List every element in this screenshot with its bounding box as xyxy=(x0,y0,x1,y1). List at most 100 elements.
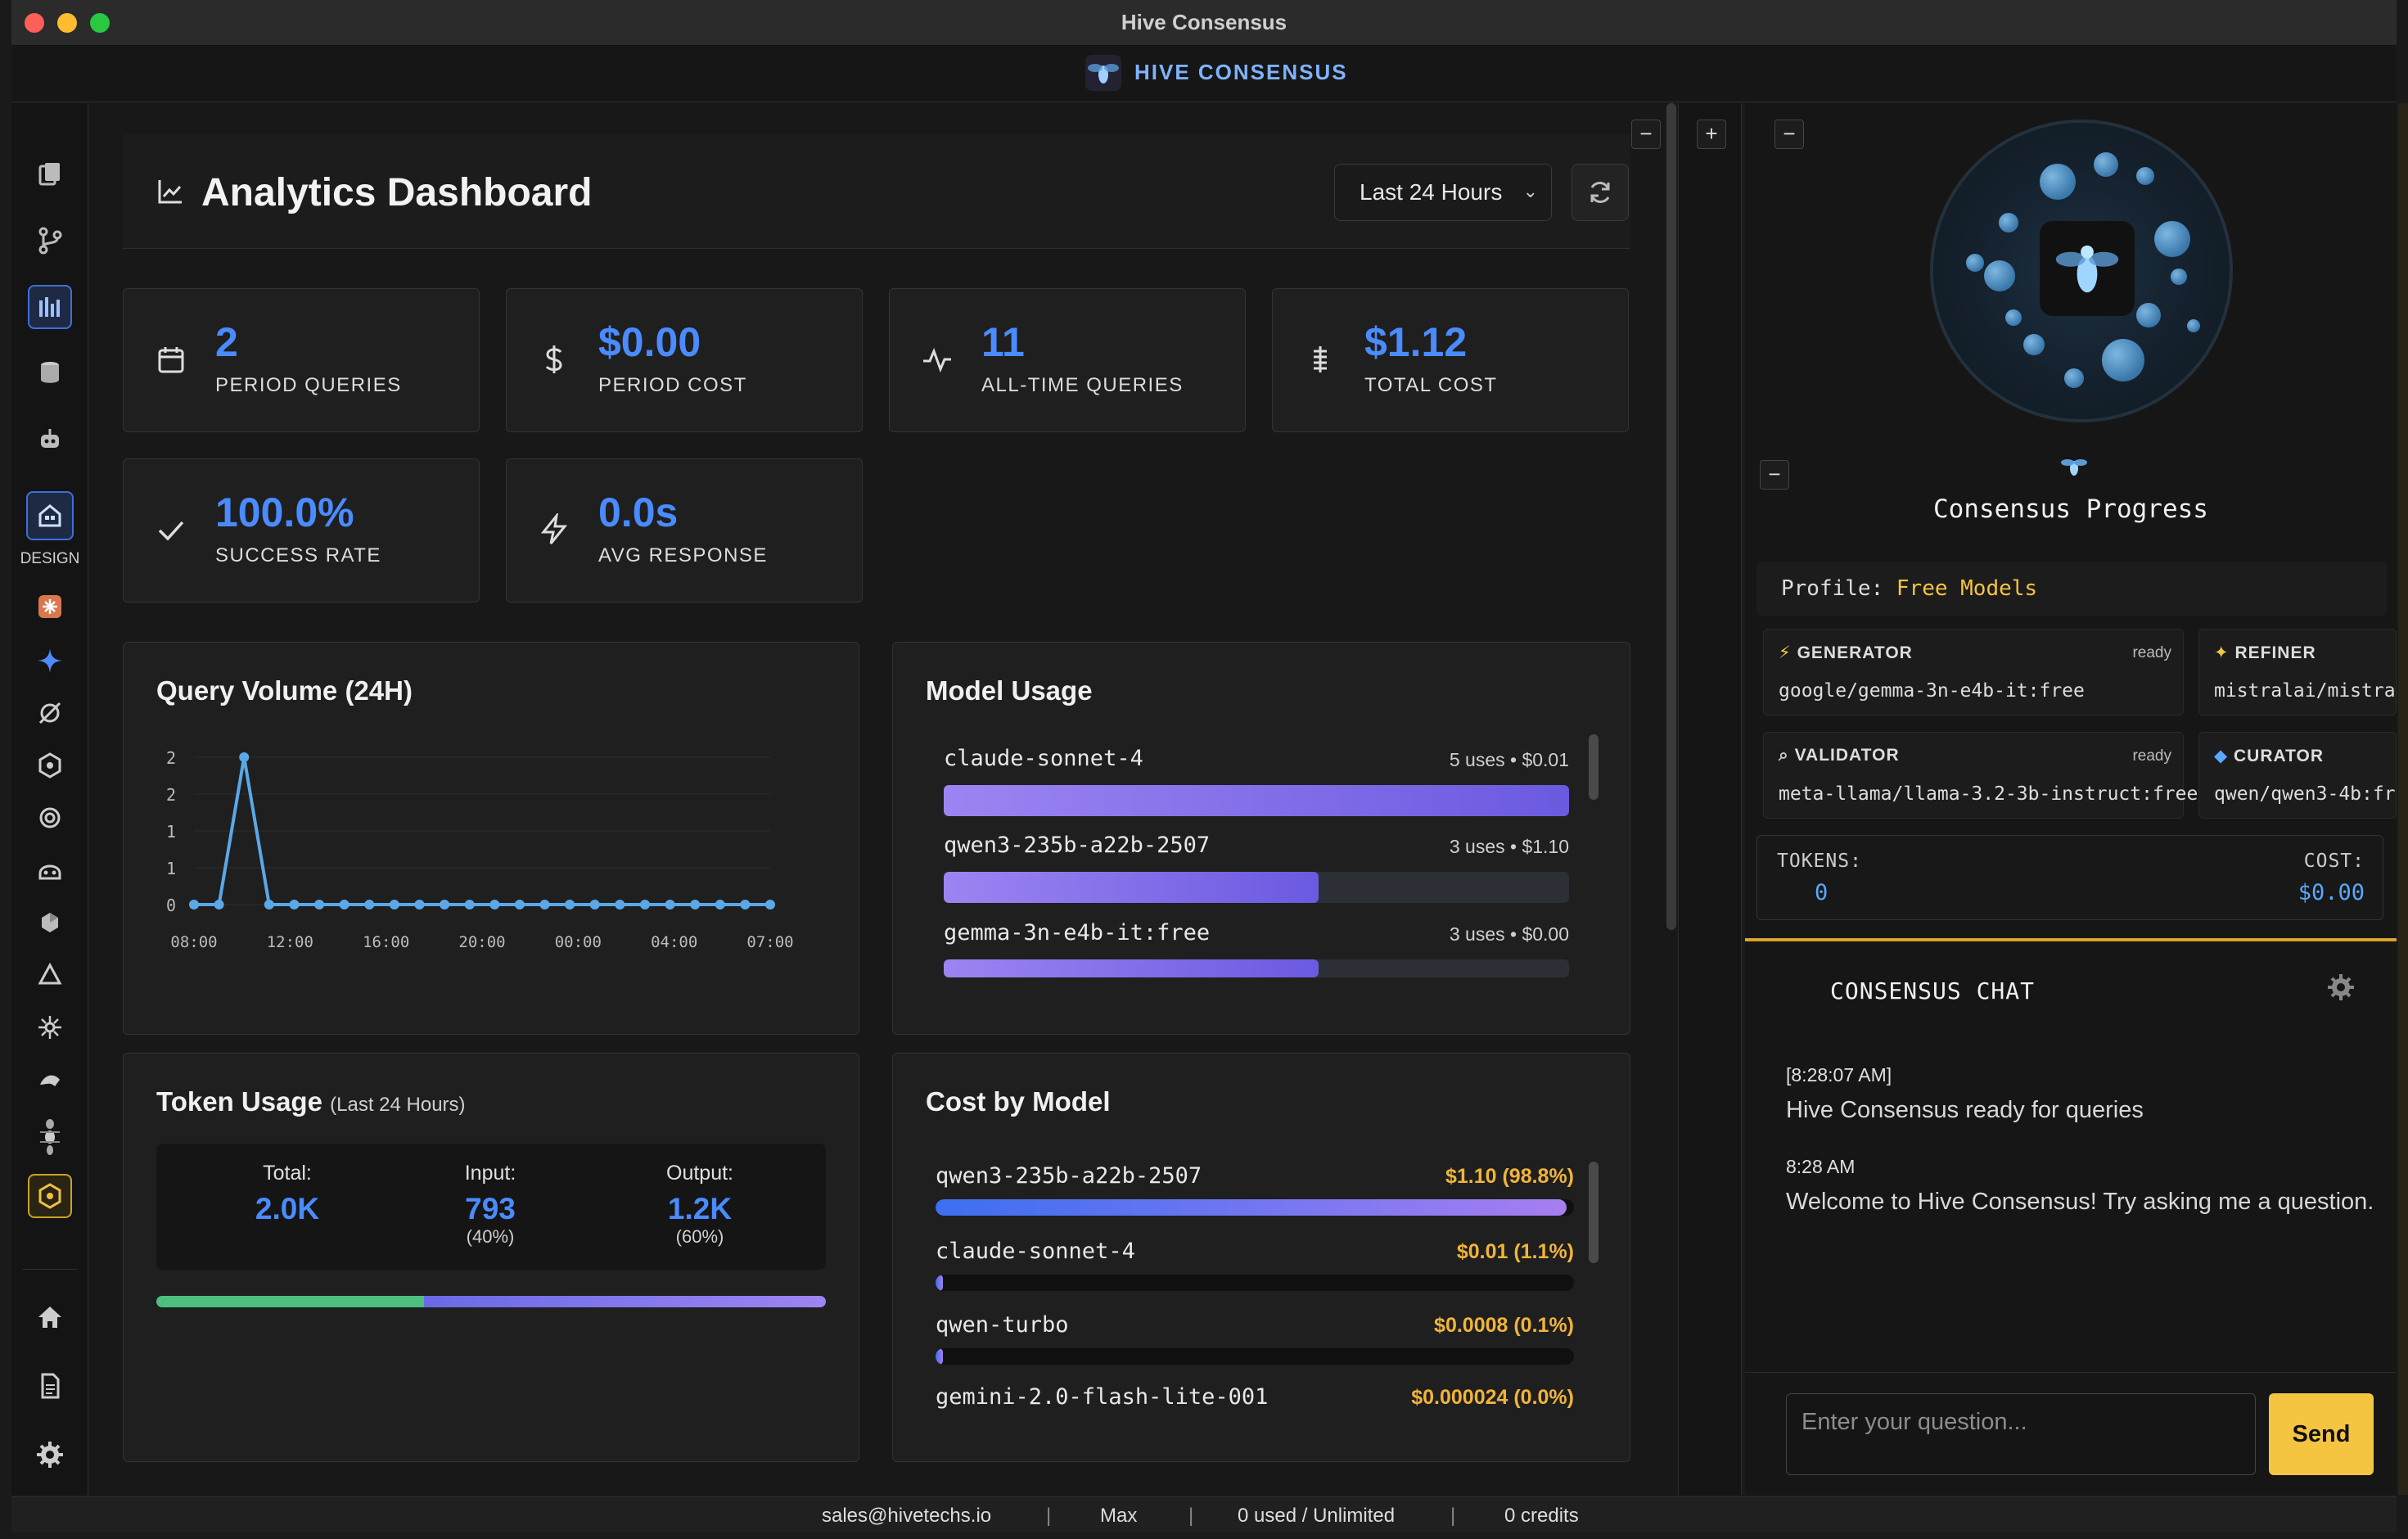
send-button[interactable]: Send xyxy=(2269,1393,2374,1475)
stat-card-period-cost: $0.00 PERIOD COST xyxy=(506,288,863,432)
refresh-button[interactable] xyxy=(1572,164,1629,221)
file-icon[interactable] xyxy=(29,1365,70,1406)
usage-bar-fill xyxy=(944,785,1569,816)
usage-bar-fill xyxy=(944,872,1319,903)
role-status: ready xyxy=(2132,747,2171,765)
stat-label: TOTAL COST xyxy=(1364,374,1498,396)
x-tick-label: 08:00 xyxy=(170,933,217,951)
stat-card-success-rate: 100.0% SUCCESS RATE xyxy=(123,458,480,603)
stat-label: PERIOD QUERIES xyxy=(215,374,402,396)
time-range-select[interactable]: Last 24 Hours ⌄ xyxy=(1334,164,1552,221)
x-tick-label: 00:00 xyxy=(555,933,602,951)
stat-value: 11 xyxy=(981,319,1025,365)
cost-by-model-card: Cost by Model qwen3-235b-a22b-2507 $1.10 … xyxy=(892,1053,1630,1462)
token-total-label: Total: xyxy=(263,1162,312,1185)
stat-label: AVG RESPONSE xyxy=(598,544,768,566)
chat-divider xyxy=(1745,1372,2397,1373)
robot-icon[interactable] xyxy=(29,419,70,460)
stat-card-period-queries: 2 PERIOD QUERIES xyxy=(123,288,480,432)
refresh-icon xyxy=(1590,182,1610,203)
git-branch-icon[interactable] xyxy=(29,219,70,260)
consensus-panel: − − Consensus Progress Profile: Free Mod… xyxy=(1745,103,2397,1495)
expand-button[interactable]: + xyxy=(1697,120,1726,149)
design-icon[interactable] xyxy=(26,491,74,540)
token-input-pct: (40%) xyxy=(466,1226,515,1247)
llama-icon[interactable] xyxy=(29,1059,70,1100)
model-usage-scrollbar[interactable] xyxy=(1589,734,1599,800)
model-usage-title: Model Usage xyxy=(926,675,1093,706)
data-point xyxy=(440,900,450,909)
database-icon[interactable] xyxy=(29,352,70,393)
x-tick-label: 07:00 xyxy=(746,933,793,951)
tokens-value: 0 xyxy=(1815,880,1829,905)
chat-input[interactable] xyxy=(1786,1393,2256,1475)
money-icon xyxy=(1304,343,1337,376)
cost-label: COST: xyxy=(2303,851,2365,872)
token-input: Input: 793 (40%) xyxy=(408,1162,572,1248)
pane-splitter[interactable]: − + xyxy=(1631,103,1742,1495)
data-point xyxy=(639,900,650,909)
maximize-window-button[interactable] xyxy=(90,13,110,33)
stat-card-total-cost: $1.12 TOTAL COST xyxy=(1272,288,1629,432)
model-name: claude-sonnet-4 xyxy=(944,746,1143,771)
y-tick-label: 1 xyxy=(166,859,176,878)
deepseek-icon[interactable] xyxy=(29,745,70,786)
analytics-icon[interactable] xyxy=(28,285,72,329)
right-edge xyxy=(2398,103,2408,1495)
copilot-icon[interactable] xyxy=(29,850,70,891)
model-name: qwen3-235b-a22b-2507 xyxy=(944,833,1211,858)
data-point xyxy=(264,900,274,909)
home-icon[interactable] xyxy=(29,1297,70,1338)
grok-icon[interactable] xyxy=(29,693,70,733)
role-model: mistralai/mistral xyxy=(2214,680,2397,702)
hive-icon[interactable] xyxy=(28,1174,72,1218)
cost-scrollbar[interactable] xyxy=(1589,1162,1599,1263)
model-name: qwen3-235b-a22b-2507 xyxy=(936,1163,1202,1189)
data-point xyxy=(565,900,575,909)
cost-bar-fill xyxy=(936,1275,944,1291)
activity-bar: DESIGN xyxy=(11,103,88,1495)
window-title: Hive Consensus xyxy=(1121,10,1287,34)
gemini-icon[interactable] xyxy=(29,640,70,681)
role-refiner: ✦ REFINER mistralai/mistral xyxy=(2198,629,2397,715)
chart-line-icon xyxy=(156,177,185,206)
stat-value: 2 xyxy=(215,319,238,365)
mistral-icon[interactable] xyxy=(29,1007,70,1048)
y-tick-label: 2 xyxy=(166,785,176,805)
data-point xyxy=(389,900,399,909)
model-name: claude-sonnet-4 xyxy=(936,1239,1135,1264)
cost-bar-fill xyxy=(936,1199,1567,1216)
window-titlebar: Hive Consensus xyxy=(11,0,2397,46)
status-separator: | xyxy=(1450,1505,1456,1527)
model-usage-meta: 3 uses • $1.10 xyxy=(1449,836,1569,857)
minimize-window-button[interactable] xyxy=(57,13,77,33)
gear-icon[interactable] xyxy=(2325,971,2357,1004)
collapse-progress-button[interactable]: − xyxy=(1760,460,1789,490)
documents-icon[interactable] xyxy=(29,154,70,195)
qwen-icon[interactable] xyxy=(29,902,70,943)
token-output-label: Output: xyxy=(666,1162,733,1185)
claude-icon[interactable] xyxy=(29,586,70,627)
openai-icon[interactable] xyxy=(29,797,70,838)
collapse-main-button[interactable]: − xyxy=(1631,120,1661,149)
close-window-button[interactable] xyxy=(25,13,44,33)
bolt-icon: ⚡ xyxy=(1779,643,1792,662)
perplexity-icon[interactable] xyxy=(29,955,70,995)
collapse-orb-button[interactable]: − xyxy=(1774,120,1804,149)
bee-agent-icon[interactable] xyxy=(29,1108,70,1166)
data-point xyxy=(339,900,349,909)
role-generator: ⚡ GENERATOR ready google/gemma-3n-e4b-it… xyxy=(1763,629,2184,715)
account-email: sales@hivetechs.io xyxy=(822,1505,992,1527)
stat-value: 100.0% xyxy=(215,490,354,535)
role-validator: ⌕ VALIDATOR ready meta-llama/llama-3.2-3… xyxy=(1763,732,2198,819)
main-scrollbar[interactable] xyxy=(1666,103,1676,930)
role-name: GENERATOR xyxy=(1797,643,1913,662)
data-point xyxy=(239,752,250,762)
model-usage-meta: 5 uses • $0.01 xyxy=(1449,749,1569,770)
data-point xyxy=(314,900,325,909)
settings-icon[interactable] xyxy=(29,1434,70,1475)
role-model: meta-llama/llama-3.2-3b-instruct:free xyxy=(1779,783,2198,805)
x-tick-label: 16:00 xyxy=(363,933,409,951)
query-volume-chart: 0 1 1 2 2 08:00 12:00 16:00 20:00 00:00 04:00 07:00 xyxy=(166,749,794,951)
model-name: qwen-turbo xyxy=(936,1312,1069,1338)
